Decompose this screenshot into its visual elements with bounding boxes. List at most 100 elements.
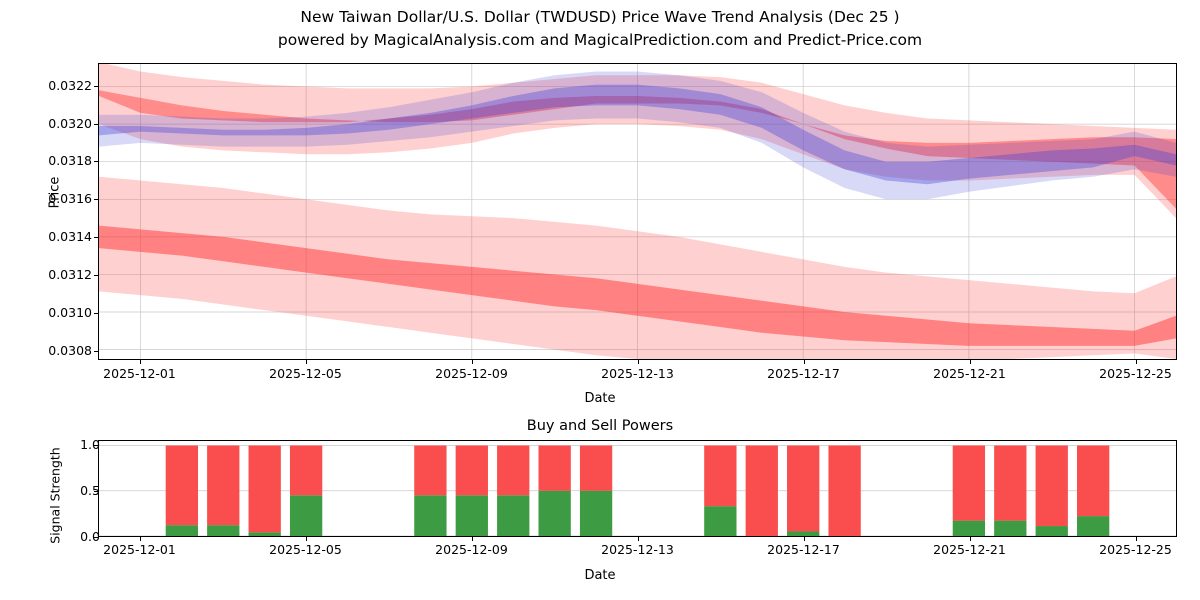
main-x-tick-label: 2025-12-09 <box>435 366 508 381</box>
buy-power-segment <box>455 495 488 536</box>
main-y-tick-mark <box>94 274 98 276</box>
main-x-tick-mark <box>471 360 473 364</box>
signal-bar <box>1035 445 1068 536</box>
buy-power-segment <box>994 520 1027 536</box>
buy-power-segment <box>579 490 613 536</box>
main-x-tick-label: 2025-12-17 <box>767 366 840 381</box>
sub-x-tick-mark <box>305 537 307 541</box>
sub-x-axis-label: Date <box>584 568 616 583</box>
buy-power-segment <box>1035 526 1068 536</box>
signal-bar <box>497 445 530 536</box>
sub-chart-svg <box>99 445 1176 536</box>
buy-power-segment <box>704 506 737 536</box>
signal-bar <box>828 445 861 536</box>
main-y-tick-label: 0.0310 <box>48 304 92 320</box>
sub-y-tick-mark <box>94 490 98 492</box>
main-plot-area <box>98 63 1177 360</box>
signal-bar <box>538 445 571 536</box>
sub-x-tick-label: 2025-12-09 <box>435 542 508 557</box>
sub-x-tick-label: 2025-12-01 <box>103 542 176 557</box>
buy-power-segment <box>1076 516 1110 536</box>
sub-x-tick-label: 2025-12-17 <box>767 542 840 557</box>
main-y-tick-label: 0.0318 <box>48 153 92 169</box>
buy-power-segment <box>538 490 571 536</box>
main-x-tick-mark <box>305 360 307 364</box>
sell-power-segment <box>704 445 737 507</box>
sub-y-tick-label: 0.0 <box>80 529 100 544</box>
sub-y-tick-mark <box>94 444 98 446</box>
main-y-tick-label: 0.0314 <box>48 229 92 245</box>
main-y-tick-mark <box>94 312 98 314</box>
main-y-tick-mark <box>94 123 98 125</box>
signal-bar <box>248 445 281 536</box>
sell-power-segment <box>745 445 778 536</box>
main-x-tick-label: 2025-12-01 <box>103 366 176 381</box>
main-x-tick-label: 2025-12-13 <box>601 366 674 381</box>
main-y-tick-mark <box>94 237 98 239</box>
main-x-tick-mark <box>637 360 639 364</box>
sell-power-segment <box>289 445 323 496</box>
sell-power-segment <box>165 445 199 526</box>
main-chart-svg <box>99 64 1176 359</box>
signal-bar <box>289 445 323 536</box>
sell-power-segment <box>994 445 1027 521</box>
price-band-upper-red-outer <box>99 64 1176 219</box>
sell-power-segment <box>248 445 281 533</box>
main-y-tick-mark <box>94 350 98 352</box>
page-title: New Taiwan Dollar/U.S. Dollar (TWDUSD) P… <box>300 8 900 26</box>
main-y-tick-label: 0.0322 <box>48 77 92 93</box>
subplot-title: Buy and Sell Powers <box>526 418 674 434</box>
main-y-tick-mark <box>94 161 98 163</box>
buy-power-segment <box>289 495 323 536</box>
signal-bar <box>207 445 240 536</box>
sub-plot-area <box>98 440 1177 537</box>
main-x-tick-mark <box>1135 360 1137 364</box>
signal-bar <box>787 445 820 536</box>
signal-bar <box>704 445 737 536</box>
buy-power-segment <box>165 525 199 536</box>
sell-power-segment <box>828 445 861 536</box>
signal-bar <box>1076 445 1110 536</box>
sub-y-tick-label: 1.0 <box>80 436 100 452</box>
main-y-tick-label: 0.0308 <box>48 342 92 358</box>
sell-power-segment <box>1076 445 1110 517</box>
sub-y-tick-mark <box>94 537 98 538</box>
sell-power-segment <box>207 445 240 526</box>
sub-x-tick-mark <box>471 537 473 541</box>
buy-power-segment <box>787 531 820 536</box>
main-y-tick-label: 0.0320 <box>48 115 92 131</box>
sub-x-tick-mark <box>637 537 639 541</box>
main-x-tick-mark <box>139 360 141 364</box>
sub-x-tick-mark <box>969 537 971 541</box>
sell-power-segment <box>787 445 820 532</box>
sub-x-tick-mark <box>1135 537 1137 541</box>
sub-x-tick-label: 2025-12-25 <box>1099 542 1172 557</box>
sell-power-segment <box>414 445 447 496</box>
main-y-tick-mark <box>94 199 98 201</box>
sub-x-tick-label: 2025-12-05 <box>269 542 342 557</box>
signal-bar <box>745 445 778 536</box>
sub-x-tick-label: 2025-12-13 <box>601 542 674 557</box>
main-x-tick-mark <box>803 360 805 364</box>
signal-bar <box>952 445 986 536</box>
page-subtitle: powered by MagicalAnalysis.com and Magic… <box>277 31 923 49</box>
buy-power-segment <box>497 495 530 536</box>
main-x-tick-label: 2025-12-21 <box>933 366 1006 381</box>
sell-power-segment <box>497 445 530 496</box>
buy-power-segment <box>952 520 986 536</box>
sell-power-segment <box>952 445 986 521</box>
signal-bar <box>165 445 199 536</box>
main-x-axis-label: Date <box>584 391 616 406</box>
buy-power-segment <box>414 495 447 536</box>
main-y-tick-label: 0.0316 <box>48 191 92 207</box>
sell-power-segment <box>579 445 613 491</box>
buy-power-segment <box>248 532 281 536</box>
buy-power-segment <box>207 525 240 536</box>
sub-x-tick-mark <box>139 537 141 541</box>
price-band-lower-red-outer <box>99 176 1176 359</box>
price-band-upper-blue-outer <box>99 71 1176 200</box>
sell-power-segment <box>455 445 488 496</box>
signal-bar <box>579 445 613 536</box>
main-x-tick-mark <box>969 360 971 364</box>
